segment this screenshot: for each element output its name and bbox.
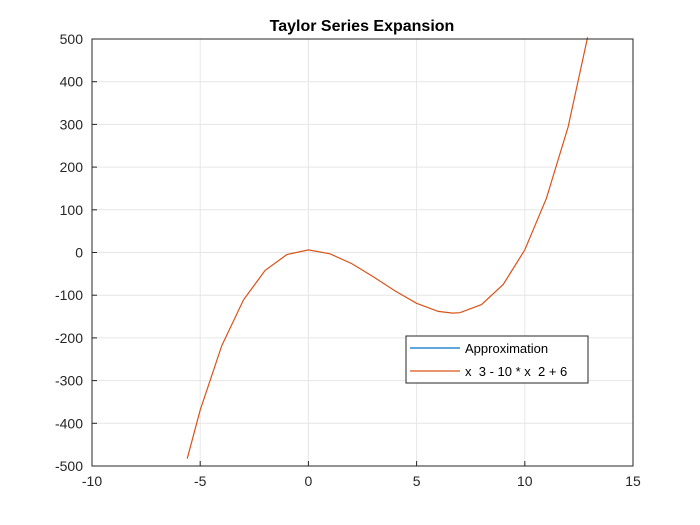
y-tick-label: 400 <box>60 74 84 90</box>
y-tick-label: -500 <box>55 458 83 474</box>
y-axis: -500 -400 -300 -200 -100 0 100 200 300 400 500 <box>55 31 97 474</box>
x-tick-label: 5 <box>413 473 421 489</box>
y-tick-label: -400 <box>55 415 83 431</box>
x-tick-label: 0 <box>305 473 313 489</box>
chart-title: Taylor Series Expansion <box>270 18 455 35</box>
y-tick-label: -200 <box>55 330 83 346</box>
series-line-1 <box>186 37 589 459</box>
legend-label-approximation: Approximation <box>465 341 548 356</box>
x-tick-label: 15 <box>625 473 641 489</box>
y-tick-label: 100 <box>60 202 84 218</box>
y-tick-label: 500 <box>60 31 84 47</box>
x-tick-label: -5 <box>194 473 207 489</box>
y-tick-label: -100 <box>55 287 83 303</box>
y-tick-label: 200 <box>60 159 84 175</box>
legend-box <box>405 335 589 384</box>
grid <box>91 38 634 467</box>
legend: Approximation x 3 - 10 * x 2 + 6 <box>405 335 589 384</box>
y-tick-label: 300 <box>60 116 84 132</box>
y-tick-label: -300 <box>55 373 83 389</box>
plot-area <box>186 37 589 459</box>
x-tick-label: -10 <box>82 473 102 489</box>
x-tick-label: 10 <box>517 473 533 489</box>
legend-label-polynomial: x 3 - 10 * x 2 + 6 <box>465 364 567 379</box>
y-tick-label: 0 <box>75 245 83 261</box>
x-axis: -10 -5 0 5 10 15 <box>82 461 641 489</box>
